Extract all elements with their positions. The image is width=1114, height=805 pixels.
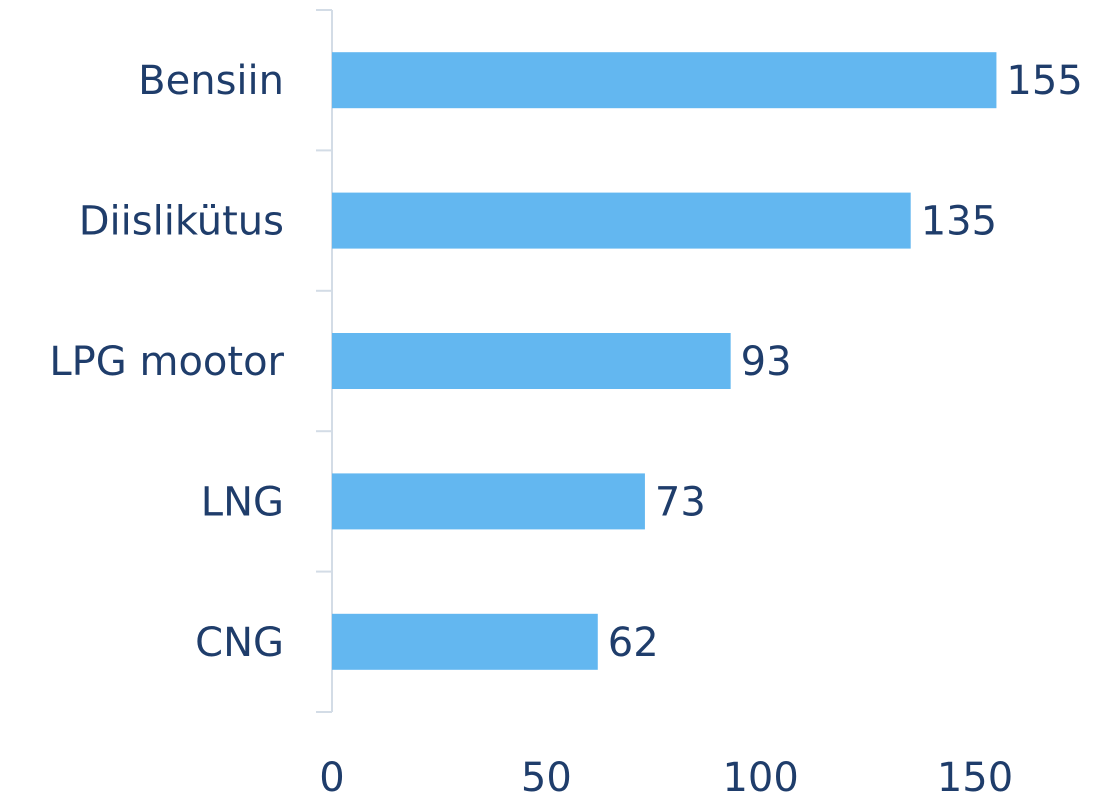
y-tick-label: Diislikütus	[79, 199, 284, 245]
y-tick-label: LNG	[201, 479, 284, 525]
x-tick-label: 100	[722, 755, 798, 801]
bar	[332, 52, 997, 109]
data-label: 73	[655, 479, 706, 525]
y-tick-label: Bensiin	[138, 58, 284, 104]
x-tick-label: 150	[937, 755, 1013, 801]
x-tick-label: 0	[319, 755, 344, 801]
y-tick-label: CNG	[195, 620, 284, 666]
y-tick-label: LPG mootor	[49, 339, 284, 385]
data-label: 155	[1006, 58, 1082, 104]
data-label: 62	[608, 620, 659, 666]
bar	[332, 333, 731, 389]
bar	[332, 192, 911, 249]
bar	[332, 473, 645, 530]
x-tick-label: 50	[521, 755, 572, 801]
data-label: 135	[921, 199, 997, 245]
bar	[332, 613, 598, 670]
data-label: 93	[741, 339, 792, 385]
